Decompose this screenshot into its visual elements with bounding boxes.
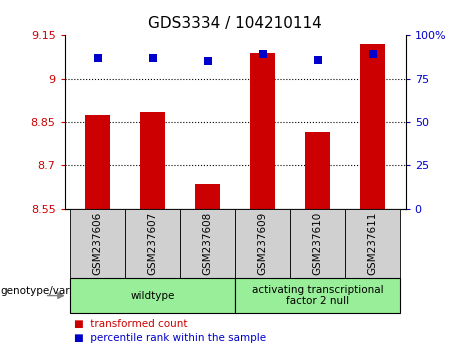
Point — [259, 52, 266, 57]
Text: activating transcriptional
factor 2 null: activating transcriptional factor 2 null — [252, 285, 384, 307]
Text: ■  transformed count: ■ transformed count — [74, 319, 187, 329]
Title: GDS3334 / 104210114: GDS3334 / 104210114 — [148, 16, 322, 32]
Text: ■  percentile rank within the sample: ■ percentile rank within the sample — [74, 333, 266, 343]
Text: wildtype: wildtype — [130, 291, 175, 301]
Bar — [195, 184, 220, 209]
Text: GSM237607: GSM237607 — [148, 212, 158, 275]
Point — [369, 52, 376, 57]
Text: GSM237606: GSM237606 — [93, 212, 102, 275]
Bar — [250, 53, 275, 209]
Text: GSM237608: GSM237608 — [202, 212, 213, 275]
Point — [149, 55, 156, 61]
Text: GSM237609: GSM237609 — [258, 212, 268, 275]
Bar — [140, 112, 165, 209]
Point — [94, 55, 101, 61]
Text: GSM237611: GSM237611 — [368, 212, 378, 275]
Text: GSM237610: GSM237610 — [313, 212, 323, 275]
Bar — [85, 115, 110, 209]
Point — [204, 58, 211, 64]
Bar — [361, 44, 385, 209]
Point — [314, 57, 321, 63]
Text: genotype/variation: genotype/variation — [0, 286, 100, 296]
Bar — [305, 132, 330, 209]
